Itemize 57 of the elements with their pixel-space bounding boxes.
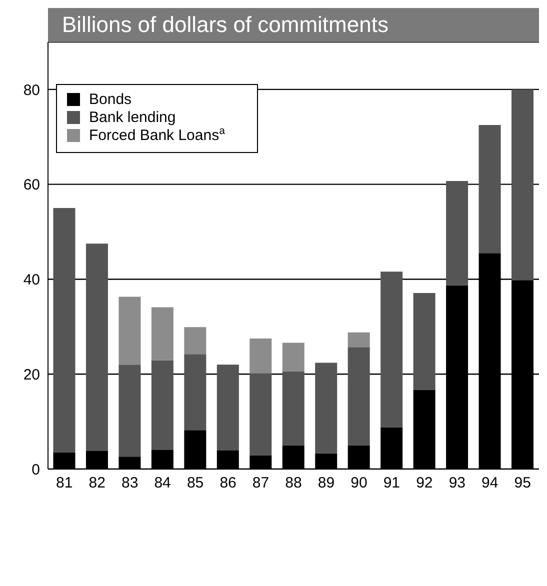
bar [348, 347, 370, 446]
bar [380, 427, 403, 469]
x-tick-label: 84 [154, 474, 171, 492]
bar [478, 125, 501, 254]
bar [151, 360, 174, 450]
legend-label: Bonds [89, 91, 132, 108]
bar [86, 244, 108, 451]
x-tick-label: 83 [121, 474, 138, 492]
bar [151, 307, 174, 360]
bar [282, 342, 304, 372]
y-tick-label: 20 [23, 366, 40, 384]
chart-title: Billions of dollars of commitments [48, 8, 539, 42]
bar [53, 208, 76, 452]
bar [413, 390, 436, 469]
bar [53, 452, 76, 469]
x-tick-label: 87 [252, 474, 270, 492]
bar [184, 327, 206, 354]
bar [118, 296, 141, 365]
bar [282, 371, 304, 446]
bar [250, 338, 272, 374]
bar [118, 456, 141, 469]
bar [250, 373, 272, 456]
bar [315, 453, 338, 469]
x-tick-label: 95 [514, 474, 531, 492]
x-tick-label: 81 [56, 474, 73, 492]
bar [250, 455, 272, 469]
bar [512, 89, 534, 280]
x-tick-label: 92 [416, 474, 433, 492]
bar [151, 450, 174, 469]
y-tick-label: 40 [23, 272, 40, 289]
y-tick-label: 60 [23, 176, 40, 194]
x-tick-label: 93 [448, 474, 466, 492]
bar [86, 450, 108, 469]
bar [282, 445, 304, 469]
legend-label: Forced Bank Loans$^{a}$ [89, 125, 226, 144]
bar [413, 292, 436, 390]
bar [184, 430, 206, 469]
y-tick-label: 0 [32, 461, 40, 478]
bar [216, 450, 239, 469]
bar [348, 332, 370, 348]
bar [118, 364, 141, 457]
bar [184, 354, 206, 430]
bar [348, 445, 370, 469]
y-tick-label: 80 [23, 82, 40, 99]
x-tick-label: 82 [88, 474, 106, 492]
x-tick-label: 90 [350, 474, 368, 492]
x-tick-label: 94 [482, 474, 498, 492]
x-tick-label: 89 [318, 474, 335, 492]
bar [216, 364, 239, 450]
legend-label: Bank lending [89, 109, 176, 126]
x-tick-label: 88 [285, 474, 302, 492]
x-tick-label: 86 [220, 474, 236, 492]
bar [446, 181, 468, 286]
x-tick-label: 85 [186, 474, 204, 492]
x-tick-label: 91 [383, 474, 400, 492]
bar [315, 362, 338, 454]
bar [380, 272, 403, 428]
